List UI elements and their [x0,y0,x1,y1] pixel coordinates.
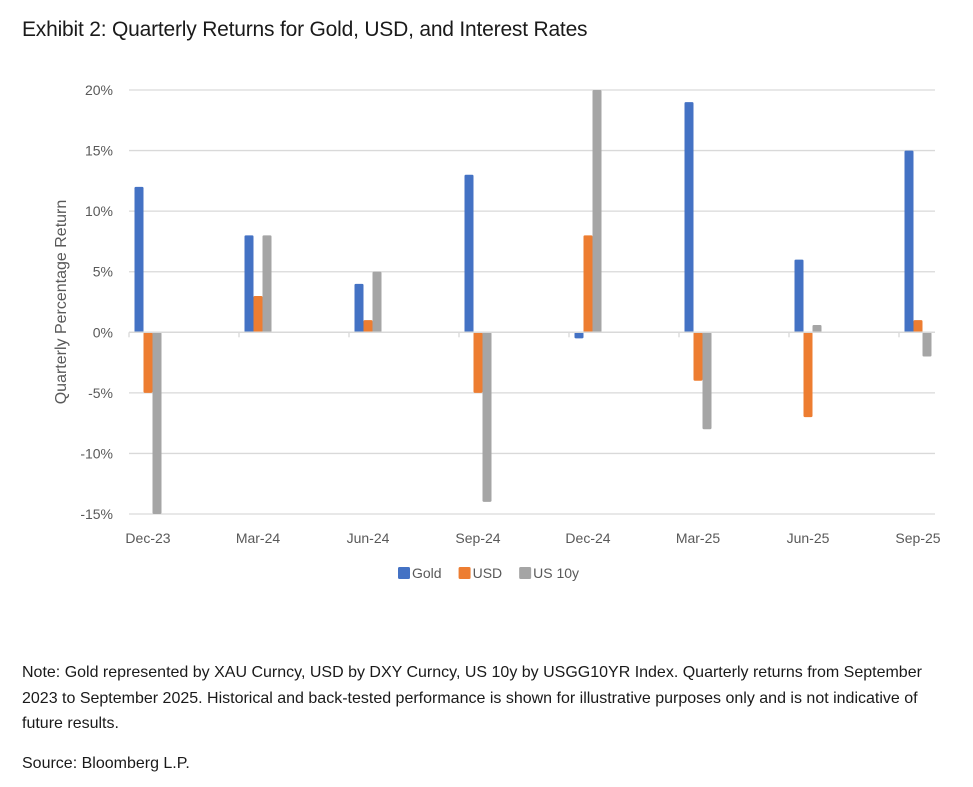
y-tick-label: -15% [80,506,113,522]
bar-gold-dec-24 [574,332,584,339]
x-tick-label: Sep-25 [895,530,940,546]
bar-us-10y-mar-24 [262,235,272,333]
bar-usd-dec-24 [583,235,593,333]
bar-gold-mar-25 [684,102,694,333]
bar-us-10y-mar-25 [702,332,712,430]
bar-usd-jun-25 [803,332,813,418]
y-tick-label: 20% [85,82,113,98]
bar-gold-jun-24 [354,283,364,333]
bar-us-10y-sep-25 [922,332,932,357]
bar-us-10y-dec-23 [152,332,162,514]
legend: Gold USD US 10y [398,565,579,581]
legend-label: Gold [412,565,442,581]
source-note: Source: Bloomberg L.P. [22,755,190,772]
x-tick-label: Jun-24 [347,530,390,546]
bar-usd-mar-25 [693,332,703,381]
y-axis-ticks: 20% 15% 10% 5% 0% -5% -10% -15% [80,82,113,522]
exhibit-title: Exhibit 2: Quarterly Returns for Gold, U… [22,18,588,41]
y-tick-label: 10% [85,203,113,219]
x-axis-ticks: Dec-23 Mar-24 Jun-24 Sep-24 Dec-24 Mar-25 Jun-… [125,530,940,546]
y-axis-title: Quarterly Percentage Return [53,200,70,405]
y-tick-label: -10% [80,445,113,461]
bar-gold-sep-24 [464,174,474,333]
bar-gold-jun-25 [794,259,804,333]
x-axis [128,331,935,338]
bar-usd-sep-24 [473,332,483,393]
legend-swatch [458,567,471,579]
bar-chart: 20% 15% 10% 5% 0% -5% -10% -15% Dec-23 Mar-24 Jun… [53,82,941,581]
bar-usd-jun-24 [363,320,373,333]
x-tick-label: Jun-25 [787,530,830,546]
y-tick-label: 0% [93,324,113,340]
legend-item-us-10y: US 10y [519,565,579,581]
bar-us-10y-jun-25 [812,325,822,333]
legend-item-usd: USD [458,565,503,581]
bar-gold-dec-23 [134,186,144,333]
x-tick-label: Mar-24 [236,530,281,546]
legend-label: US 10y [533,565,579,581]
y-tick-label: -5% [88,385,113,401]
bar-us-10y-dec-24 [592,90,602,333]
bar-us-10y-jun-24 [372,271,382,333]
bar-usd-mar-24 [253,295,263,333]
y-tick-label: 5% [93,264,113,280]
x-tick-label: Sep-24 [455,530,500,546]
bar-usd-dec-23 [143,332,153,393]
legend-item-gold: Gold [398,565,442,581]
x-tick-label: Dec-23 [125,530,170,546]
bar-gold-sep-25 [904,150,914,333]
bar-usd-sep-25 [913,320,923,333]
y-tick-label: 15% [85,143,113,159]
legend-swatch [519,567,532,579]
x-tick-label: Dec-24 [565,530,610,546]
bars [134,90,932,514]
footnote: Note: Gold represented by XAU Curncy, US… [22,664,922,732]
bar-gold-mar-24 [244,235,254,333]
bar-us-10y-sep-24 [482,332,492,502]
legend-swatch [398,567,410,579]
x-tick-label: Mar-25 [676,530,721,546]
legend-label: USD [473,565,503,581]
